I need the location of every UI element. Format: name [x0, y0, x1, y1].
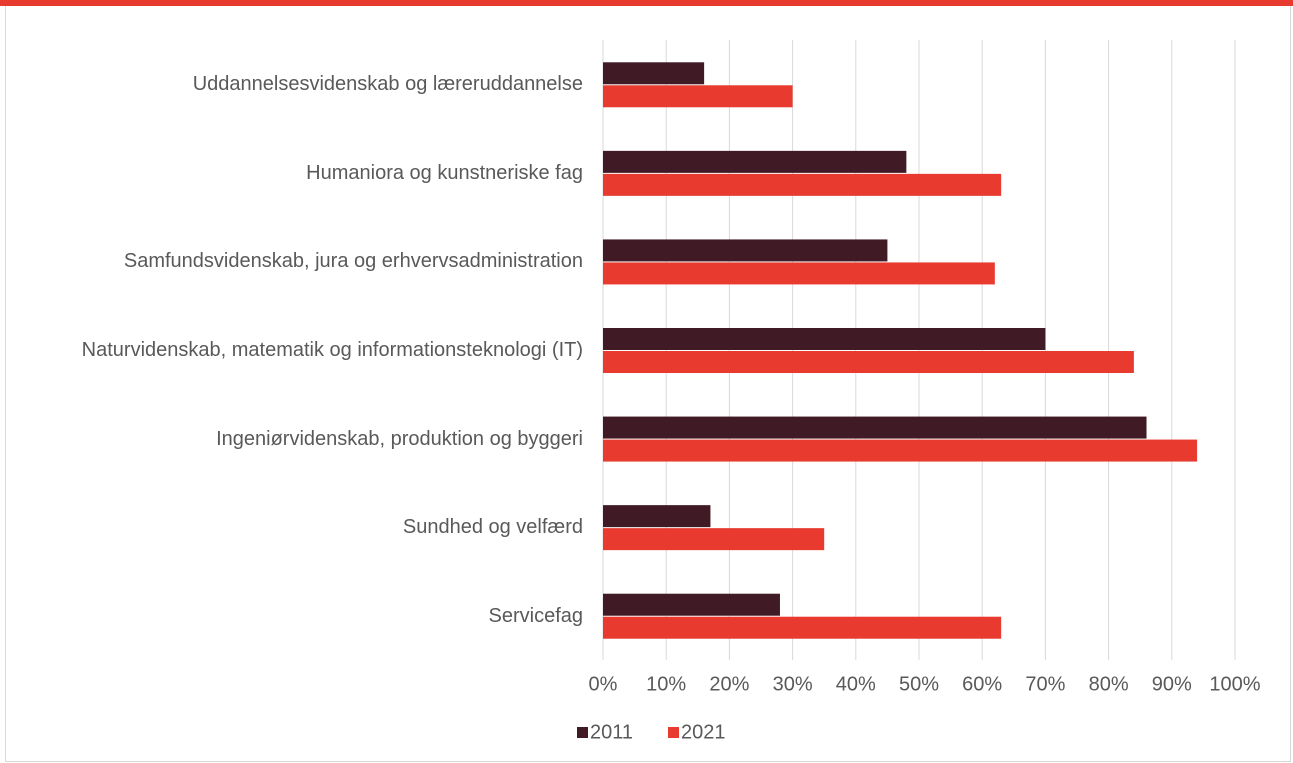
x-tick-label: 10% [646, 673, 686, 695]
legend-label: 2021 [681, 721, 726, 743]
x-tick-label: 90% [1152, 673, 1192, 695]
bar [603, 416, 1147, 439]
y-tick-label: Ingeniørvidenskab, produktion og byggeri [216, 427, 583, 450]
y-tick-label: Samfundsvidenskab, jura og erhvervsadmin… [123, 250, 583, 273]
bar [603, 262, 995, 285]
x-tick-label: 100% [1209, 673, 1260, 695]
y-tick-label: Naturvidenskab, matematik og information… [81, 339, 583, 361]
bar [603, 328, 1046, 350]
y-tick-label: Sundhed og velfærd [402, 516, 583, 539]
y-tick-label: Servicefag [488, 604, 584, 627]
legend-swatch [668, 727, 679, 738]
bar [603, 62, 705, 85]
bar [603, 528, 825, 551]
x-tick-label: 0% [589, 673, 618, 695]
bar [603, 593, 780, 616]
bar [603, 150, 907, 173]
x-tick-label: 60% [962, 673, 1002, 695]
top-bar [0, 0, 1293, 6]
x-tick-label: 40% [836, 673, 876, 695]
x-tick-label: 80% [1089, 673, 1129, 695]
y-tick-label: Humaniora og kunstneriske fag [306, 161, 583, 184]
x-tick-label: 70% [1025, 673, 1065, 695]
x-tick-label: 20% [709, 673, 749, 695]
bar [603, 439, 1198, 462]
bar [603, 616, 1002, 639]
legend-label: 2011 [590, 721, 633, 743]
x-tick-label: 50% [899, 673, 939, 695]
bar [603, 173, 1002, 196]
bar [603, 85, 793, 108]
bar [603, 239, 888, 262]
x-tick-label: 30% [773, 673, 813, 695]
y-tick-label: Uddannelsesvidenskab og læreruddannelse [192, 73, 583, 96]
bar [603, 351, 1134, 373]
bar [603, 505, 711, 528]
chart-frame [5, 6, 1291, 762]
legend-swatch [577, 727, 588, 738]
